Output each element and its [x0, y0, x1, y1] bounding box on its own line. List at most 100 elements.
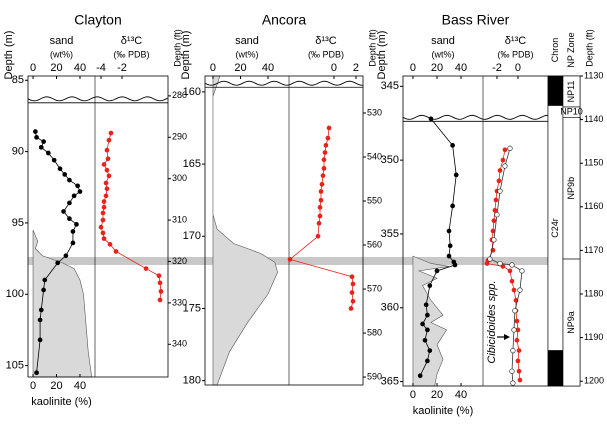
- sand-point: [450, 203, 455, 209]
- d13c-point: [157, 280, 163, 286]
- d13c-point: [100, 217, 106, 223]
- sand-point: [447, 243, 453, 249]
- sand-tick-label: 20: [431, 62, 443, 74]
- y-tick-label: 350: [381, 154, 399, 166]
- d13c-point: [516, 348, 522, 353]
- d13c-point: [484, 261, 490, 266]
- d13c-unit: (‰ PDB): [114, 49, 150, 59]
- sand-point: [34, 370, 39, 376]
- kaolinite-tick-label: 0: [410, 389, 416, 401]
- d13c-point: [103, 180, 109, 186]
- d13c-point: [321, 157, 327, 163]
- d13c-point: [502, 163, 508, 169]
- y2-tick-label: 1170: [584, 245, 603, 255]
- unconformity: [204, 80, 364, 86]
- d13c-point: [517, 377, 523, 383]
- d13c-point: [500, 264, 506, 269]
- d13c-point: [100, 230, 106, 236]
- y2-tick-label: 530: [367, 107, 382, 117]
- y2-tick-label: 570: [367, 283, 382, 293]
- d13c-point: [317, 205, 323, 210]
- d13c-point: [105, 156, 111, 162]
- sand-point: [63, 253, 69, 259]
- sand-point: [434, 268, 440, 274]
- d13c-tick-label: -2: [117, 62, 127, 74]
- y2-tick-label: 340: [172, 339, 187, 349]
- d13c-point: [349, 274, 355, 280]
- d13c-point: [350, 281, 356, 287]
- sand-tick-label: 40: [455, 62, 467, 74]
- d13c-point: [321, 166, 327, 171]
- sand-point: [422, 337, 428, 343]
- d13c-point: [509, 368, 515, 374]
- d13c-point: [515, 358, 521, 364]
- d13c-point: [322, 150, 328, 155]
- np_zone-zone-label: NP9a: [566, 311, 576, 334]
- sand-point: [427, 348, 433, 353]
- y2-tick-label: 1190: [584, 332, 603, 342]
- d13c-point: [493, 197, 499, 203]
- d13c-point: [316, 220, 322, 226]
- y-tick-label: 100: [6, 288, 24, 300]
- y2-axis-label: Depth (ft): [367, 29, 377, 67]
- d13c-point: [113, 249, 119, 254]
- d13c-point: [510, 380, 516, 386]
- d13c-unit: (‰ PDB): [308, 49, 344, 59]
- d13c-point: [108, 130, 114, 136]
- d13c-point: [106, 173, 112, 179]
- d13c-point: [512, 308, 518, 314]
- d13c-point: [350, 298, 356, 304]
- d13c-point: [158, 289, 164, 294]
- annotation-arrowhead: [504, 334, 510, 340]
- y2-tick-label: 1140: [584, 114, 603, 124]
- sand-point: [67, 216, 72, 222]
- sand-point: [45, 150, 51, 156]
- y-tick-label: 365: [381, 375, 399, 387]
- d13c-point: [519, 268, 525, 274]
- frame: [27, 75, 169, 378]
- y2-tick-label: 290: [172, 132, 187, 142]
- kaolinite-tick-label: 40: [455, 389, 467, 401]
- d13c-tick-label: 2: [353, 62, 359, 74]
- kaolinite-tick-label: 20: [431, 389, 443, 401]
- d13c-point: [103, 193, 109, 199]
- d13c-point: [516, 368, 522, 374]
- y-tick-label: 180: [183, 375, 201, 387]
- d13c-point: [500, 157, 506, 163]
- kaolinite-area: [412, 255, 450, 387]
- d13c-point: [104, 186, 110, 192]
- y-tick-label: 345: [381, 80, 399, 92]
- y2-tick-label: 580: [367, 327, 382, 337]
- sand-unit: (wt%): [432, 49, 455, 59]
- y2-tick-label: 300: [172, 173, 187, 183]
- sand-point: [51, 157, 57, 163]
- d13c-tick-label: -2: [492, 62, 502, 74]
- y2-axis-label: Depth (ft): [584, 29, 594, 67]
- np_zone-zone-label: NP10: [560, 107, 583, 117]
- d13c-point: [156, 273, 162, 279]
- y-axis-label: Depth (m): [180, 31, 192, 80]
- y-tick-label: 170: [183, 230, 201, 242]
- d13c-point: [320, 173, 326, 178]
- sand-point: [427, 283, 433, 288]
- chron-zone-label: C24r: [550, 218, 560, 238]
- d13c-point: [326, 125, 332, 131]
- chron-zone-label: C25n: [550, 358, 560, 380]
- sand-point: [41, 139, 46, 144]
- y-tick-label: 175: [183, 302, 201, 314]
- d13c-point: [497, 260, 503, 267]
- sand-point: [41, 287, 46, 293]
- sand-point: [38, 144, 44, 150]
- sand-tick-label: 20: [234, 62, 246, 74]
- sand-point: [57, 166, 63, 172]
- sand-point: [38, 307, 44, 313]
- sand-point: [446, 228, 452, 234]
- d13c-point: [490, 228, 496, 234]
- y-tick-label: 95: [12, 217, 24, 229]
- kaolinite-tick-label: 0: [30, 380, 36, 392]
- d13c-point: [319, 181, 325, 187]
- d13c-point: [107, 241, 113, 247]
- sand-unit: (wt%): [50, 49, 73, 59]
- sand-point: [450, 143, 455, 148]
